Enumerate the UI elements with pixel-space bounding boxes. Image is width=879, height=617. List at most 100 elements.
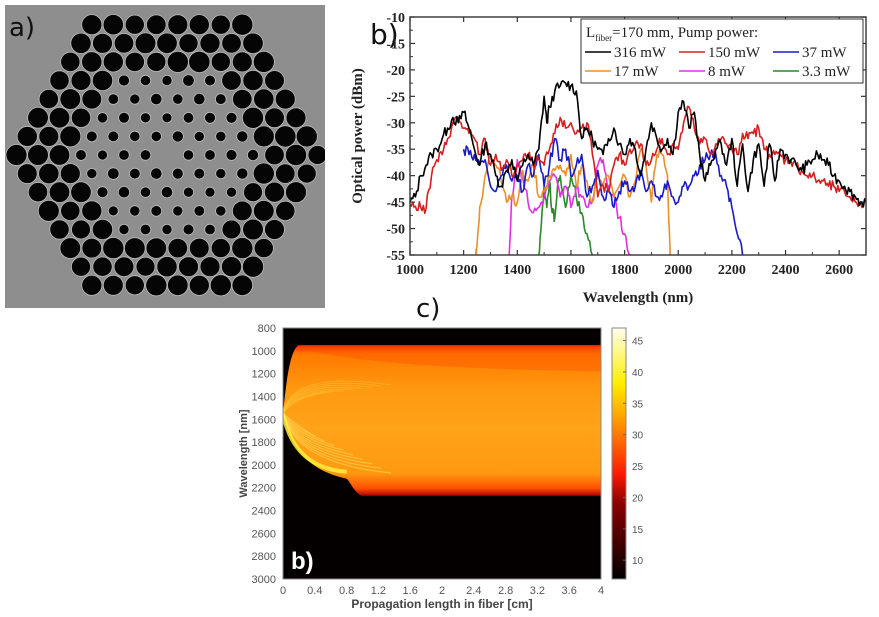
air-hole [156, 32, 178, 55]
air-hole [221, 219, 242, 240]
air-hole [70, 32, 92, 54]
air-hole [285, 181, 307, 204]
air-hole [124, 14, 145, 35]
x-tick-label: 2600 [825, 263, 853, 278]
air-hole [59, 88, 82, 110]
colorbar-tick-label: 10 [632, 556, 644, 567]
air-hole [252, 162, 275, 185]
air-hole [236, 130, 249, 143]
air-hole [92, 32, 113, 54]
air-hole [161, 223, 173, 235]
air-hole [264, 144, 285, 166]
air-hole [16, 125, 38, 147]
air-hole [167, 274, 189, 297]
y-axis-label: Wavelength [nm] [238, 409, 250, 498]
air-hole [221, 70, 242, 91]
air-hole [59, 237, 82, 259]
air-hole [210, 238, 231, 259]
x-tick-label: 2400 [772, 263, 800, 278]
y-tick-label: 2400 [252, 506, 276, 518]
air-hole [242, 218, 264, 241]
air-hole [49, 70, 70, 91]
air-hole [70, 107, 92, 128]
air-hole [139, 186, 152, 198]
spectra-chart: b) 1000 1200 1400 1600 1800 2000 2200 2400 2600 -5… [350, 11, 867, 306]
air-hole [5, 144, 28, 166]
air-hole [107, 130, 120, 143]
fan-line [283, 392, 325, 414]
air-hole [295, 125, 318, 148]
air-hole [241, 106, 264, 129]
air-hole [253, 88, 275, 110]
air-hole [150, 93, 163, 106]
air-hole [193, 205, 206, 217]
air-hole [146, 14, 167, 35]
air-hole [225, 111, 238, 124]
x-axis-label: Wavelength (nm) [583, 290, 693, 306]
air-hole [274, 88, 296, 110]
y-tick-label: -55 [386, 249, 405, 264]
air-hole [139, 149, 152, 161]
air-hole [48, 107, 71, 129]
air-hole [209, 274, 232, 297]
air-hole [252, 50, 275, 73]
y-tick-label: 2000 [252, 460, 276, 472]
air-hole [225, 149, 238, 161]
air-hole [124, 275, 145, 296]
air-hole [48, 181, 71, 203]
air-hole [81, 88, 103, 110]
air-hole [284, 143, 307, 166]
fan-line [283, 380, 392, 414]
fan-line [283, 388, 353, 414]
air-hole [189, 237, 210, 259]
air-hole [215, 205, 227, 217]
air-hole [199, 32, 221, 54]
air-hole [161, 112, 173, 124]
air-hole [107, 93, 120, 105]
air-hole [71, 256, 92, 277]
short-edge-shade [294, 347, 601, 372]
air-hole [81, 237, 103, 259]
air-hole [182, 223, 195, 236]
legend-entry-label: 150 mW [708, 45, 761, 61]
air-hole [231, 274, 254, 297]
air-hole [188, 50, 211, 74]
y-tick-label: -35 [386, 143, 405, 158]
air-hole [146, 51, 167, 72]
heatmap-frame [282, 327, 602, 580]
air-hole [124, 237, 146, 259]
air-hole [215, 168, 227, 180]
air-hole [172, 205, 184, 217]
long-edge-glow [283, 413, 347, 474]
y-tick-label: 800 [258, 323, 276, 335]
air-hole [118, 149, 130, 161]
air-hole [102, 14, 124, 36]
y-tick-label: 1800 [252, 437, 276, 449]
fan-line [283, 386, 363, 414]
air-hole [231, 237, 254, 260]
air-hole [160, 186, 174, 199]
x-tick-label: 3.6 [562, 585, 577, 597]
y-tick-label: -45 [386, 196, 405, 211]
y-axis-label: Optical power (dBm) [350, 68, 366, 204]
air-hole [59, 163, 81, 185]
x-tick-label: 2.8 [498, 585, 513, 597]
air-hole [188, 14, 210, 36]
x-tick-label: 4 [598, 585, 604, 597]
legend-entry-label: 8 mW [708, 64, 746, 80]
colorbar-tick-label: 30 [632, 431, 644, 442]
colorbar-tick-label: 25 [632, 462, 644, 473]
air-hole [204, 149, 216, 161]
air-hole [97, 149, 108, 161]
air-hole [102, 237, 125, 260]
air-hole [139, 223, 152, 236]
air-hole [150, 130, 162, 142]
air-hole [81, 14, 103, 36]
x-tick-label: 0 [280, 585, 286, 597]
x-tick-label: 3.2 [530, 585, 545, 597]
air-hole [178, 33, 199, 54]
air-hole [215, 130, 227, 142]
air-hole [167, 14, 189, 36]
series-group [410, 80, 866, 255]
air-hole [139, 74, 152, 87]
